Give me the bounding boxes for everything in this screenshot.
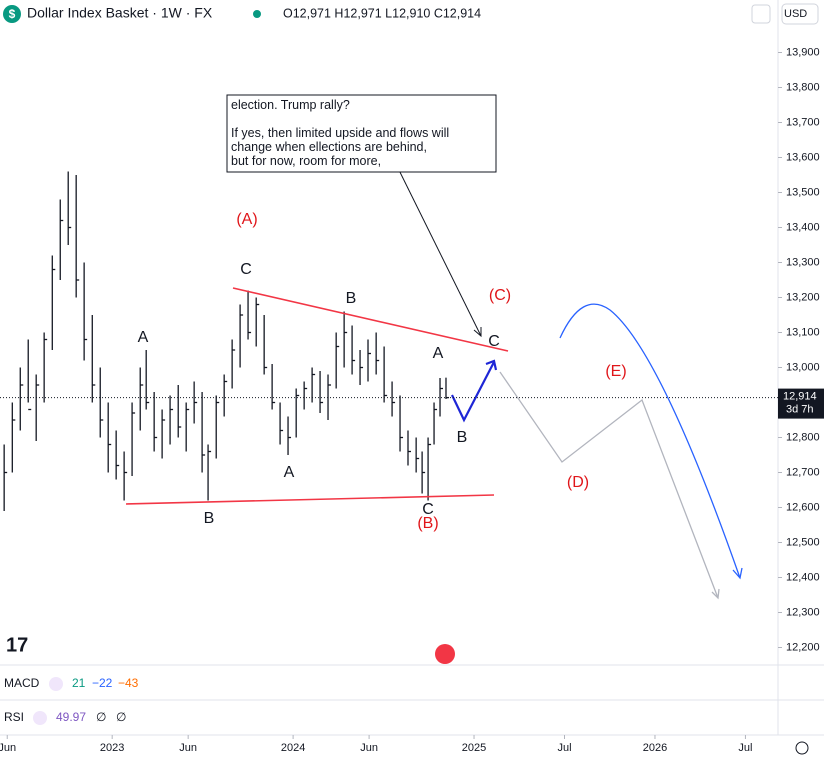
x-tick-label: Jun — [360, 742, 378, 754]
wave-label: (D) — [567, 474, 589, 491]
y-tick-label: 13,700 — [786, 116, 820, 128]
wave-label: C — [422, 501, 434, 518]
wave-label: C — [240, 261, 252, 278]
download-button[interactable] — [721, 4, 741, 24]
y-tick-label: 13,400 — [786, 221, 820, 233]
wave-label: A — [284, 464, 295, 481]
wave-label: (C) — [489, 287, 511, 304]
trend-line — [125, 494, 495, 505]
rsi-value: 49.97 — [56, 710, 86, 724]
macd-value: 21 — [72, 676, 86, 690]
symbol-title[interactable]: Dollar Index Basket · 1W · FX — [27, 5, 213, 21]
projection — [499, 371, 719, 599]
market-status — [253, 10, 261, 18]
y-tick-label: 12,400 — [786, 571, 820, 583]
wave-label: (B) — [417, 515, 438, 532]
y-tick-label: 13,200 — [786, 291, 820, 303]
y-tick-label: 13,500 — [786, 186, 820, 198]
last-price-label: 12,914 — [783, 391, 817, 403]
note-line: change when ellections are behind, — [231, 140, 427, 154]
y-tick-label: 13,800 — [786, 81, 820, 93]
y-tick-label: 12,700 — [786, 466, 820, 478]
x-tick-label: 2026 — [643, 742, 667, 754]
x-tick-label: 2025 — [462, 742, 486, 754]
currency-button[interactable] — [781, 3, 819, 25]
note-line: If yes, then limited upside and flows wi… — [231, 126, 449, 140]
y-tick-label: 13,600 — [786, 151, 820, 163]
trend-line — [232, 287, 509, 352]
settings-button[interactable] — [795, 741, 809, 755]
wave-label: (A) — [236, 211, 257, 228]
x-tick-label: Jul — [738, 742, 752, 754]
x-tick-label: 2024 — [281, 742, 305, 754]
ohlc-values: O12,971 H12,971 L12,910 C12,914 — [283, 6, 481, 20]
arrowhead — [711, 588, 720, 600]
x-tick-label: 2023 — [100, 742, 124, 754]
projection — [451, 361, 495, 423]
layout-button[interactable] — [751, 4, 771, 24]
tv-logo[interactable]: 17 — [6, 634, 28, 656]
macd-value: −22 — [92, 676, 113, 690]
rsi-value: ∅ — [116, 710, 126, 724]
macd-value: −43 — [118, 676, 139, 690]
y-tick-label: 12,300 — [786, 606, 820, 618]
indicator-icon[interactable] — [33, 711, 47, 725]
symbol-logo[interactable] — [3, 5, 21, 23]
arrowhead — [732, 567, 743, 580]
y-tick-label: 12,600 — [786, 501, 820, 513]
y-tick-label: 13,900 — [786, 46, 820, 58]
y-tick-label: 13,100 — [786, 326, 820, 338]
wave-label: B — [457, 429, 468, 446]
symbol-logo-letter: $ — [9, 7, 16, 21]
currency-label: USD — [784, 8, 807, 20]
price-axis-bg — [778, 0, 824, 759]
wave-label: A — [433, 345, 444, 362]
plot-area — [3, 171, 449, 511]
y-tick-label: 13,300 — [786, 256, 820, 268]
event-flag[interactable] — [435, 644, 455, 664]
rsi-value: ∅ — [96, 710, 106, 724]
wave-label: A — [138, 329, 149, 346]
wave-label: B — [204, 510, 215, 527]
y-tick-label: 12,200 — [786, 641, 820, 653]
y-tick-label: 13,000 — [786, 361, 820, 373]
x-tick-label: Jun — [179, 742, 197, 754]
arrowhead — [485, 359, 498, 371]
y-tick-label: 12,500 — [786, 536, 820, 548]
countdown-label: 3d 7h — [786, 404, 814, 416]
x-tick-label: Jun — [0, 742, 16, 754]
x-tick-label: Jul — [557, 742, 571, 754]
note-line: but for now, room for more, — [231, 154, 381, 168]
projection — [559, 303, 741, 579]
arrowhead — [473, 327, 482, 338]
indicator-name[interactable]: MACD — [4, 676, 40, 690]
y-tick-label: 12,800 — [786, 431, 820, 443]
indicator-icon[interactable] — [49, 677, 63, 691]
callout-arrow — [392, 157, 482, 337]
indicator-name[interactable]: RSI — [4, 710, 24, 724]
last-price-tag — [778, 388, 824, 419]
wave-label: C — [488, 333, 500, 350]
note-line: election. Trump rally? — [231, 98, 350, 112]
note-box — [226, 94, 497, 173]
wave-label: (E) — [605, 363, 626, 380]
wave-label: B — [346, 290, 357, 307]
